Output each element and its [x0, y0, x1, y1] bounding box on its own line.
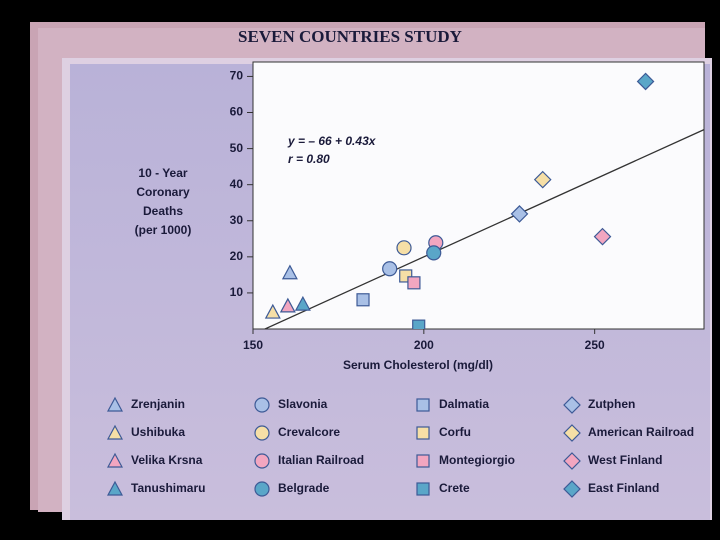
y-axis-label: 10 - Year [138, 166, 187, 180]
marker [563, 424, 581, 442]
marker [106, 396, 124, 412]
marker [533, 170, 552, 189]
marker [416, 454, 430, 468]
legend-label: Italian Railroad [278, 453, 364, 467]
y-tick-label: 30 [230, 213, 244, 227]
annotation: r = 0.80 [288, 152, 330, 166]
marker [356, 293, 370, 307]
marker [416, 482, 430, 496]
legend-label: Zrenjanin [131, 397, 185, 411]
marker [106, 452, 124, 468]
marker [510, 205, 529, 223]
plot-layer [263, 72, 704, 329]
chart-title: SEVEN COUNTRIES STUDY [238, 27, 462, 46]
legend-label: East Finland [588, 481, 659, 495]
legend-label: Belgrade [278, 481, 330, 495]
y-axis-label: Coronary [136, 185, 190, 199]
x-axis-label: Serum Cholesterol (mg/dl) [343, 358, 493, 372]
legend-label: Montegiorgio [439, 453, 515, 467]
marker [279, 297, 296, 313]
y-tick-label: 10 [230, 285, 244, 299]
marker [563, 396, 581, 414]
x-tick-label: 200 [414, 338, 434, 352]
marker [407, 276, 421, 290]
x-tick-label: 250 [585, 338, 605, 352]
marker [396, 240, 412, 256]
annotation: y = – 66 + 0.43x [287, 134, 377, 148]
marker [254, 481, 270, 497]
marker [593, 227, 612, 246]
regression-line [263, 129, 704, 329]
y-tick-label: 70 [230, 69, 244, 83]
marker [106, 480, 124, 496]
marker [264, 303, 281, 319]
y-tick-label: 50 [230, 141, 244, 155]
legend-label: West Finland [588, 453, 662, 467]
legend-label: Crevalcore [278, 425, 340, 439]
marker [254, 453, 270, 469]
legend-label: Zutphen [588, 397, 635, 411]
legend-label: Dalmatia [439, 397, 489, 411]
marker [563, 452, 581, 470]
marker [281, 264, 298, 280]
plot-area [252, 61, 705, 330]
legend-label: Velika Krsna [131, 453, 203, 467]
legend-label: American Railroad [588, 425, 694, 439]
marker [254, 425, 270, 441]
marker [416, 426, 430, 440]
y-tick-label: 20 [230, 249, 244, 263]
legend-label: Corfu [439, 425, 471, 439]
marker [563, 480, 581, 498]
marker [382, 261, 398, 277]
y-axis-label: (per 1000) [135, 223, 192, 237]
legend-label: Crete [439, 481, 470, 495]
marker [254, 397, 270, 413]
legend-label: Slavonia [278, 397, 328, 411]
legend-label: Tanushimaru [131, 481, 205, 495]
marker [106, 424, 124, 440]
marker [416, 398, 430, 412]
y-tick-label: 60 [230, 105, 244, 119]
y-tick-label: 40 [230, 177, 244, 191]
y-axis-label: Deaths [143, 204, 183, 218]
marker [426, 245, 442, 261]
legend-label: Ushibuka [131, 425, 185, 439]
marker [636, 72, 655, 91]
x-tick-label: 150 [243, 338, 263, 352]
marker [294, 295, 311, 311]
marker [412, 319, 426, 329]
